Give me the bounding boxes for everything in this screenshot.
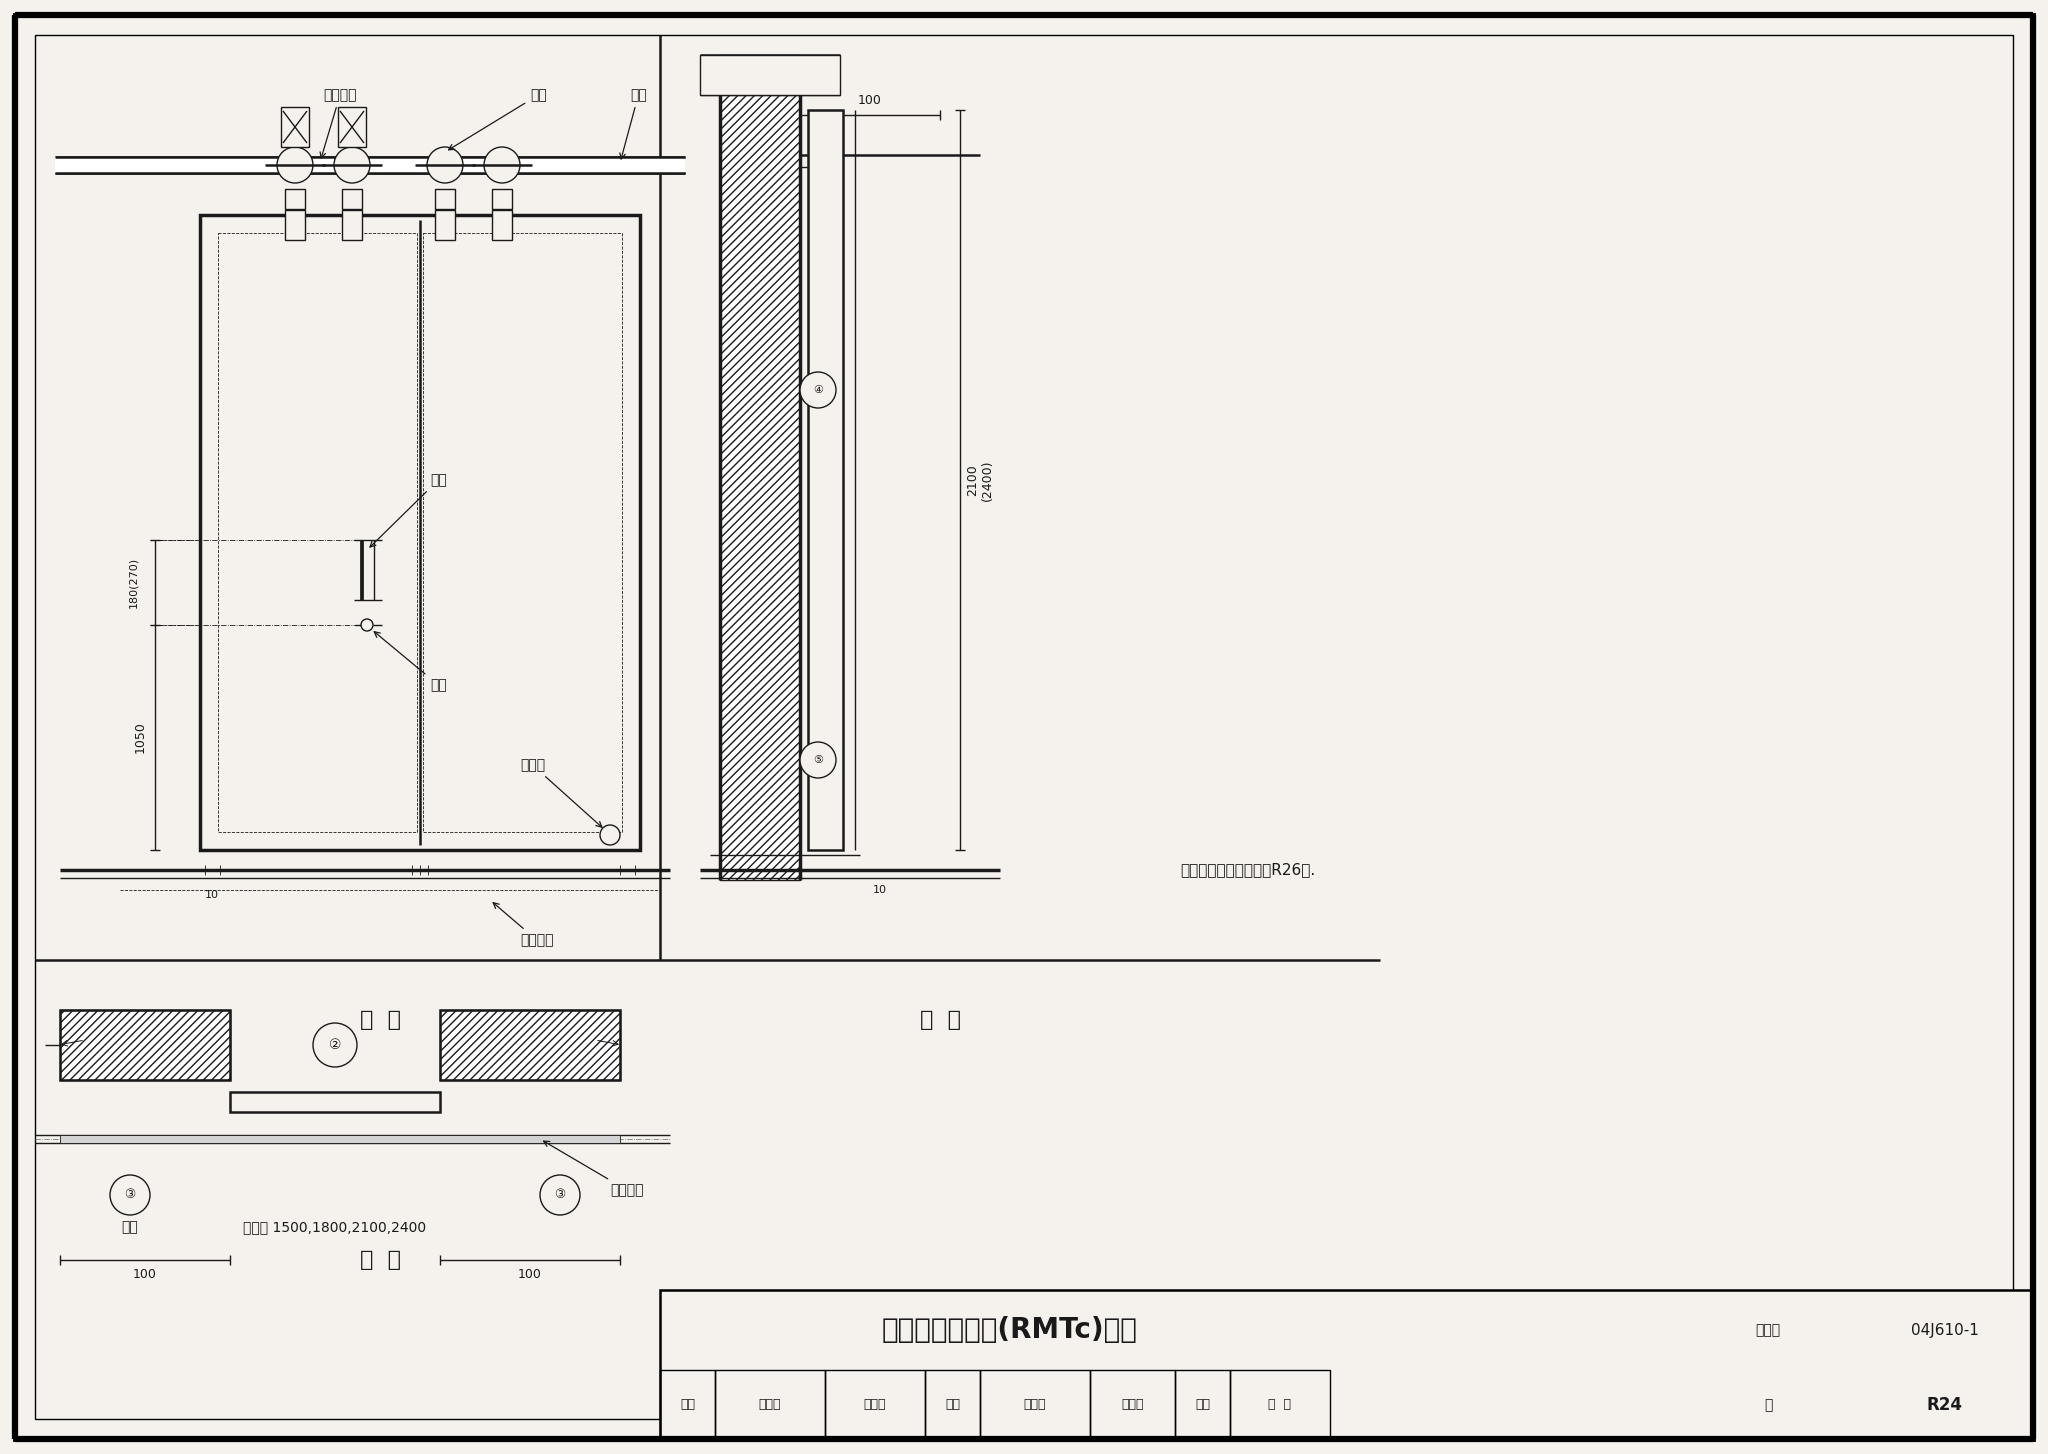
Bar [285,189,305,209]
Bar [434,209,455,240]
Text: 反向: 反向 [121,1220,139,1234]
Circle shape [600,824,621,845]
Bar [201,215,639,851]
Bar [440,1011,621,1080]
Bar [825,1370,926,1439]
Text: 李正阔: 李正阔 [1024,1399,1047,1412]
Text: 洪  森: 洪 森 [1268,1399,1292,1412]
Text: 王祖光: 王祖光 [758,1399,780,1412]
Bar [59,1136,621,1143]
Text: 阻偏轮沟: 阻偏轮沟 [543,1141,643,1197]
Text: 04J610-1: 04J610-1 [1911,1323,1978,1338]
Bar [55,157,684,173]
Bar [700,55,840,95]
Circle shape [541,1175,580,1216]
Bar [440,1011,621,1080]
Text: 门洞宽 1500,1800,2100,2400: 门洞宽 1500,1800,2100,2400 [244,1220,426,1234]
Text: 100: 100 [518,1268,543,1281]
Text: 行程开关: 行程开关 [319,89,356,158]
Bar [59,1011,229,1080]
Text: 图集号: 图集号 [1755,1323,1782,1338]
Bar [1090,1370,1176,1439]
Circle shape [483,147,520,183]
Text: 180(270): 180(270) [127,557,137,608]
Bar [342,209,362,240]
Bar [926,1370,981,1439]
Text: 导轨: 导轨 [621,89,647,158]
Text: 搡手: 搡手 [375,631,446,692]
Text: 拉手: 拉手 [371,473,446,547]
Bar [492,209,512,240]
Text: 10: 10 [872,885,887,896]
Text: R24: R24 [1927,1396,1962,1413]
Text: 阻偏轮: 阻偏轮 [520,758,602,827]
Text: 仇心研: 仇心研 [1120,1399,1143,1412]
Text: 校对: 校对 [944,1399,961,1412]
Text: ③: ③ [125,1188,135,1201]
Text: 100: 100 [133,1268,158,1281]
Text: 王沿光: 王沿光 [864,1399,887,1412]
Bar [492,189,512,209]
Bar [285,209,305,240]
Text: 阻偏轮沟: 阻偏轮沟 [494,903,553,947]
Text: 设计: 设计 [1194,1399,1210,1412]
Circle shape [801,372,836,409]
Text: 1050: 1050 [133,721,147,753]
Bar [229,1092,440,1112]
Text: 2100
(2400): 2100 (2400) [967,459,993,500]
Bar [700,55,840,95]
Bar [715,1370,825,1439]
Text: 审核: 审核 [680,1399,694,1412]
Text: 注：阻偏轮沟详图详见R26页.: 注：阻偏轮沟详图详见R26页. [1180,862,1315,878]
Text: 页: 页 [1763,1397,1772,1412]
Bar [434,189,455,209]
Bar [1231,1370,1329,1439]
Bar [338,108,367,147]
Circle shape [313,1024,356,1067]
Circle shape [801,742,836,778]
Text: 100: 100 [858,95,883,108]
Text: ④: ④ [813,385,823,395]
Text: 10: 10 [205,890,219,900]
Circle shape [276,147,313,183]
Bar [1176,1370,1231,1439]
Bar [59,1011,229,1080]
Bar [659,1290,2034,1439]
Text: 立  面: 立 面 [360,1011,401,1029]
Bar [281,108,309,147]
Text: 走轮: 走轮 [449,89,547,150]
Text: 钢质双扇推拉门(RMTc)详图: 钢质双扇推拉门(RMTc)详图 [883,1316,1139,1343]
Circle shape [426,147,463,183]
Circle shape [360,619,373,631]
Text: ③: ③ [555,1188,565,1201]
Text: ②: ② [330,1038,342,1053]
Circle shape [334,147,371,183]
Text: 平  面: 平 面 [360,1250,401,1269]
Text: ⑤: ⑤ [813,755,823,765]
Bar [721,55,801,880]
Bar [809,111,844,851]
Bar [981,1370,1090,1439]
Circle shape [111,1175,150,1216]
Bar [659,1370,715,1439]
Text: 剖  面: 剖 面 [920,1011,961,1029]
Bar [342,189,362,209]
